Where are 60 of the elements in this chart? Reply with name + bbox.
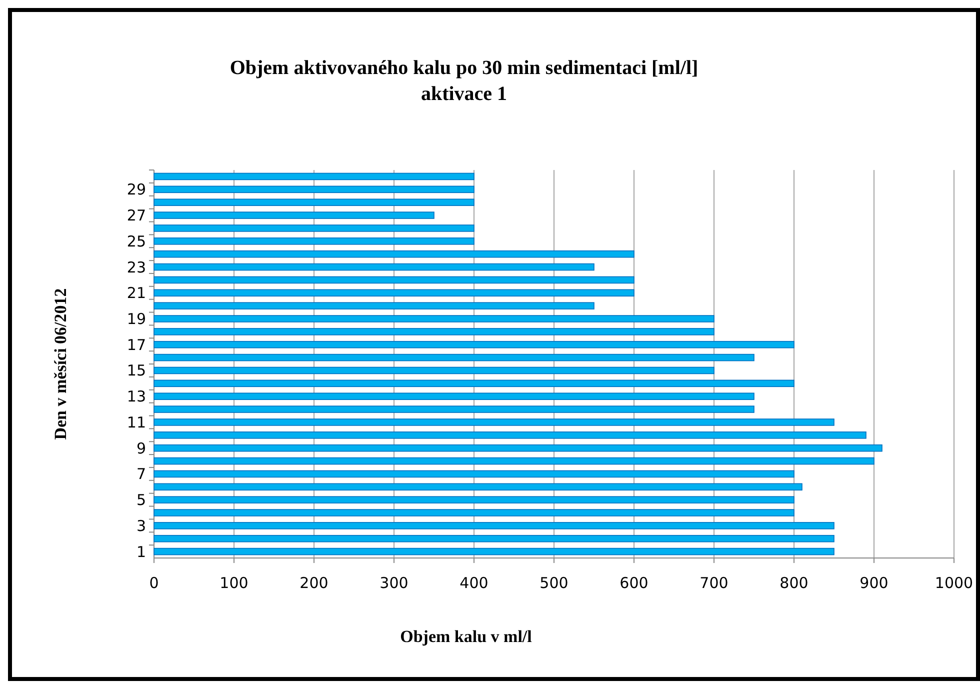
bar bbox=[154, 328, 714, 336]
bar bbox=[154, 432, 866, 439]
y-tick-label: 17 bbox=[126, 336, 146, 354]
bar bbox=[154, 186, 474, 194]
bar bbox=[154, 444, 882, 452]
y-tick-label: 15 bbox=[126, 362, 146, 380]
x-tick-label: 400 bbox=[460, 574, 488, 592]
bar bbox=[154, 509, 794, 516]
bar bbox=[154, 302, 594, 310]
x-tick-label: 900 bbox=[860, 574, 888, 592]
bar bbox=[154, 366, 714, 374]
y-tick-label: 7 bbox=[136, 465, 146, 484]
y-tick-label: 5 bbox=[136, 491, 146, 510]
bar bbox=[154, 483, 802, 490]
bar bbox=[154, 172, 474, 180]
x-tick-label: 500 bbox=[540, 574, 568, 592]
bar bbox=[154, 315, 714, 322]
bar bbox=[154, 250, 634, 258]
bar bbox=[154, 263, 594, 271]
bar bbox=[154, 470, 794, 478]
y-axis-title: Den v měsíci 06/2012 bbox=[51, 288, 70, 440]
x-axis-title: Objem kalu v ml/l bbox=[400, 627, 532, 646]
y-tick-label: 1 bbox=[136, 542, 146, 561]
y-tick-label: 21 bbox=[126, 284, 146, 302]
bar bbox=[154, 212, 434, 219]
y-tick-label: 9 bbox=[136, 439, 146, 458]
y-tick-label: 23 bbox=[126, 258, 146, 276]
y-tick-label: 3 bbox=[136, 516, 146, 535]
bar bbox=[154, 238, 474, 245]
bar bbox=[154, 340, 794, 348]
chart-subtitle: aktivace 1 bbox=[420, 83, 508, 105]
x-tick-label: 100 bbox=[220, 574, 248, 592]
bar bbox=[154, 418, 834, 426]
x-tick-label: 600 bbox=[620, 574, 648, 592]
y-tick-label: 13 bbox=[126, 388, 146, 406]
bar bbox=[154, 548, 834, 556]
y-tick-label: 11 bbox=[126, 413, 146, 432]
bar bbox=[154, 224, 474, 232]
bar bbox=[154, 392, 754, 400]
y-tick-label: 29 bbox=[126, 180, 146, 199]
bar bbox=[154, 522, 834, 530]
bar bbox=[154, 380, 794, 388]
bar bbox=[154, 276, 634, 284]
bar bbox=[154, 534, 834, 542]
bar bbox=[154, 406, 754, 413]
bar bbox=[154, 289, 634, 296]
bar bbox=[154, 496, 794, 504]
y-tick-label: 25 bbox=[126, 232, 146, 250]
y-tick-label: 19 bbox=[126, 310, 146, 328]
bar bbox=[154, 198, 474, 206]
x-tick-label: 1000 bbox=[934, 574, 974, 592]
x-tick-label: 700 bbox=[700, 574, 728, 592]
chart-title: Objem aktivovaného kalu po 30 min sedimentaci [ml/l] bbox=[230, 57, 698, 79]
x-tick-label: 200 bbox=[300, 574, 328, 592]
y-tick-label: 27 bbox=[126, 206, 146, 225]
x-tick-label: 0 bbox=[149, 574, 159, 592]
x-tick-label: 300 bbox=[380, 574, 408, 592]
bar bbox=[154, 354, 754, 362]
x-tick-label: 800 bbox=[780, 574, 808, 592]
bar bbox=[154, 457, 874, 465]
